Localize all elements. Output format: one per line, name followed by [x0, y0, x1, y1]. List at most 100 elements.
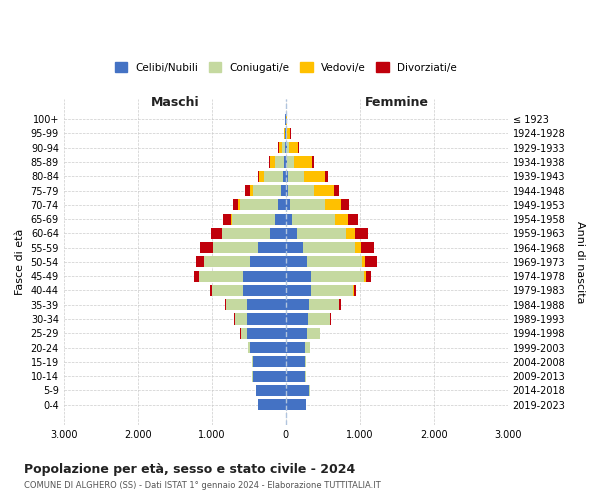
Bar: [279, 142, 282, 153]
Bar: [285, 142, 286, 153]
Bar: [286, 142, 287, 153]
Bar: [243, 285, 286, 296]
Bar: [278, 199, 286, 210]
Text: Popolazione per età, sesso e stato civile - 2024: Popolazione per età, sesso e stato civil…: [24, 462, 355, 475]
Bar: [247, 328, 286, 339]
Bar: [297, 228, 346, 239]
Y-axis label: Fasce di età: Fasce di età: [15, 228, 25, 295]
Bar: [307, 256, 362, 268]
Bar: [286, 399, 306, 410]
Bar: [286, 214, 292, 224]
Bar: [199, 270, 243, 282]
Bar: [250, 256, 286, 268]
Bar: [348, 214, 358, 224]
Bar: [247, 299, 286, 310]
Bar: [305, 356, 306, 368]
Bar: [286, 170, 287, 182]
Bar: [307, 328, 320, 339]
Bar: [286, 356, 305, 368]
Bar: [304, 170, 325, 182]
Bar: [365, 270, 371, 282]
Bar: [286, 299, 309, 310]
Bar: [334, 185, 339, 196]
Bar: [230, 214, 232, 224]
Bar: [287, 156, 295, 168]
Bar: [286, 370, 305, 382]
Bar: [258, 170, 259, 182]
Bar: [205, 256, 250, 268]
Bar: [346, 228, 355, 239]
Bar: [241, 328, 247, 339]
Bar: [194, 270, 199, 282]
Bar: [305, 342, 310, 353]
Bar: [365, 256, 377, 268]
Bar: [269, 228, 286, 239]
Bar: [325, 199, 341, 210]
Bar: [250, 342, 286, 353]
Legend: Celibi/Nubili, Coniugati/e, Vedovi/e, Divorziati/e: Celibi/Nubili, Coniugati/e, Vedovi/e, Di…: [110, 58, 461, 77]
Text: COMUNE DI ALGHERO (SS) - Dati ISTAT 1° gennaio 2024 - Elaborazione TUTTITALIA.IT: COMUNE DI ALGHERO (SS) - Dati ISTAT 1° g…: [24, 481, 381, 490]
Bar: [286, 256, 307, 268]
Bar: [270, 156, 275, 168]
Bar: [361, 242, 374, 253]
Bar: [253, 356, 286, 368]
Bar: [286, 156, 287, 168]
Bar: [233, 199, 238, 210]
Bar: [290, 199, 325, 210]
Bar: [362, 256, 365, 268]
Bar: [286, 328, 307, 339]
Bar: [287, 170, 304, 182]
Bar: [355, 228, 368, 239]
Bar: [312, 156, 314, 168]
Bar: [226, 299, 247, 310]
Bar: [211, 228, 221, 239]
Bar: [286, 199, 290, 210]
Bar: [248, 342, 250, 353]
Bar: [275, 214, 286, 224]
Bar: [275, 156, 284, 168]
Bar: [286, 285, 311, 296]
Bar: [200, 242, 213, 253]
Bar: [341, 199, 349, 210]
Text: Maschi: Maschi: [151, 96, 199, 109]
Bar: [253, 185, 281, 196]
Bar: [289, 142, 298, 153]
Text: Femmine: Femmine: [365, 96, 429, 109]
Bar: [325, 170, 328, 182]
Bar: [240, 199, 278, 210]
Bar: [210, 285, 212, 296]
Bar: [286, 385, 310, 396]
Bar: [222, 228, 269, 239]
Bar: [281, 185, 286, 196]
Bar: [278, 142, 279, 153]
Bar: [292, 214, 335, 224]
Bar: [355, 242, 361, 253]
Bar: [286, 314, 308, 324]
Bar: [303, 242, 355, 253]
Bar: [259, 170, 265, 182]
Bar: [223, 214, 230, 224]
Y-axis label: Anni di nascita: Anni di nascita: [575, 220, 585, 303]
Bar: [286, 185, 289, 196]
Bar: [238, 199, 240, 210]
Bar: [243, 270, 286, 282]
Bar: [265, 170, 283, 182]
Bar: [354, 285, 356, 296]
Bar: [311, 285, 353, 296]
Bar: [364, 270, 365, 282]
Bar: [212, 285, 243, 296]
Bar: [283, 170, 286, 182]
Bar: [286, 242, 303, 253]
Bar: [295, 156, 312, 168]
Bar: [250, 185, 253, 196]
Bar: [286, 228, 297, 239]
Bar: [257, 399, 286, 410]
Bar: [232, 214, 275, 224]
Bar: [311, 270, 364, 282]
Bar: [256, 385, 286, 396]
Bar: [286, 270, 311, 282]
Bar: [257, 242, 286, 253]
Bar: [286, 342, 305, 353]
Bar: [196, 256, 204, 268]
Bar: [253, 370, 286, 382]
